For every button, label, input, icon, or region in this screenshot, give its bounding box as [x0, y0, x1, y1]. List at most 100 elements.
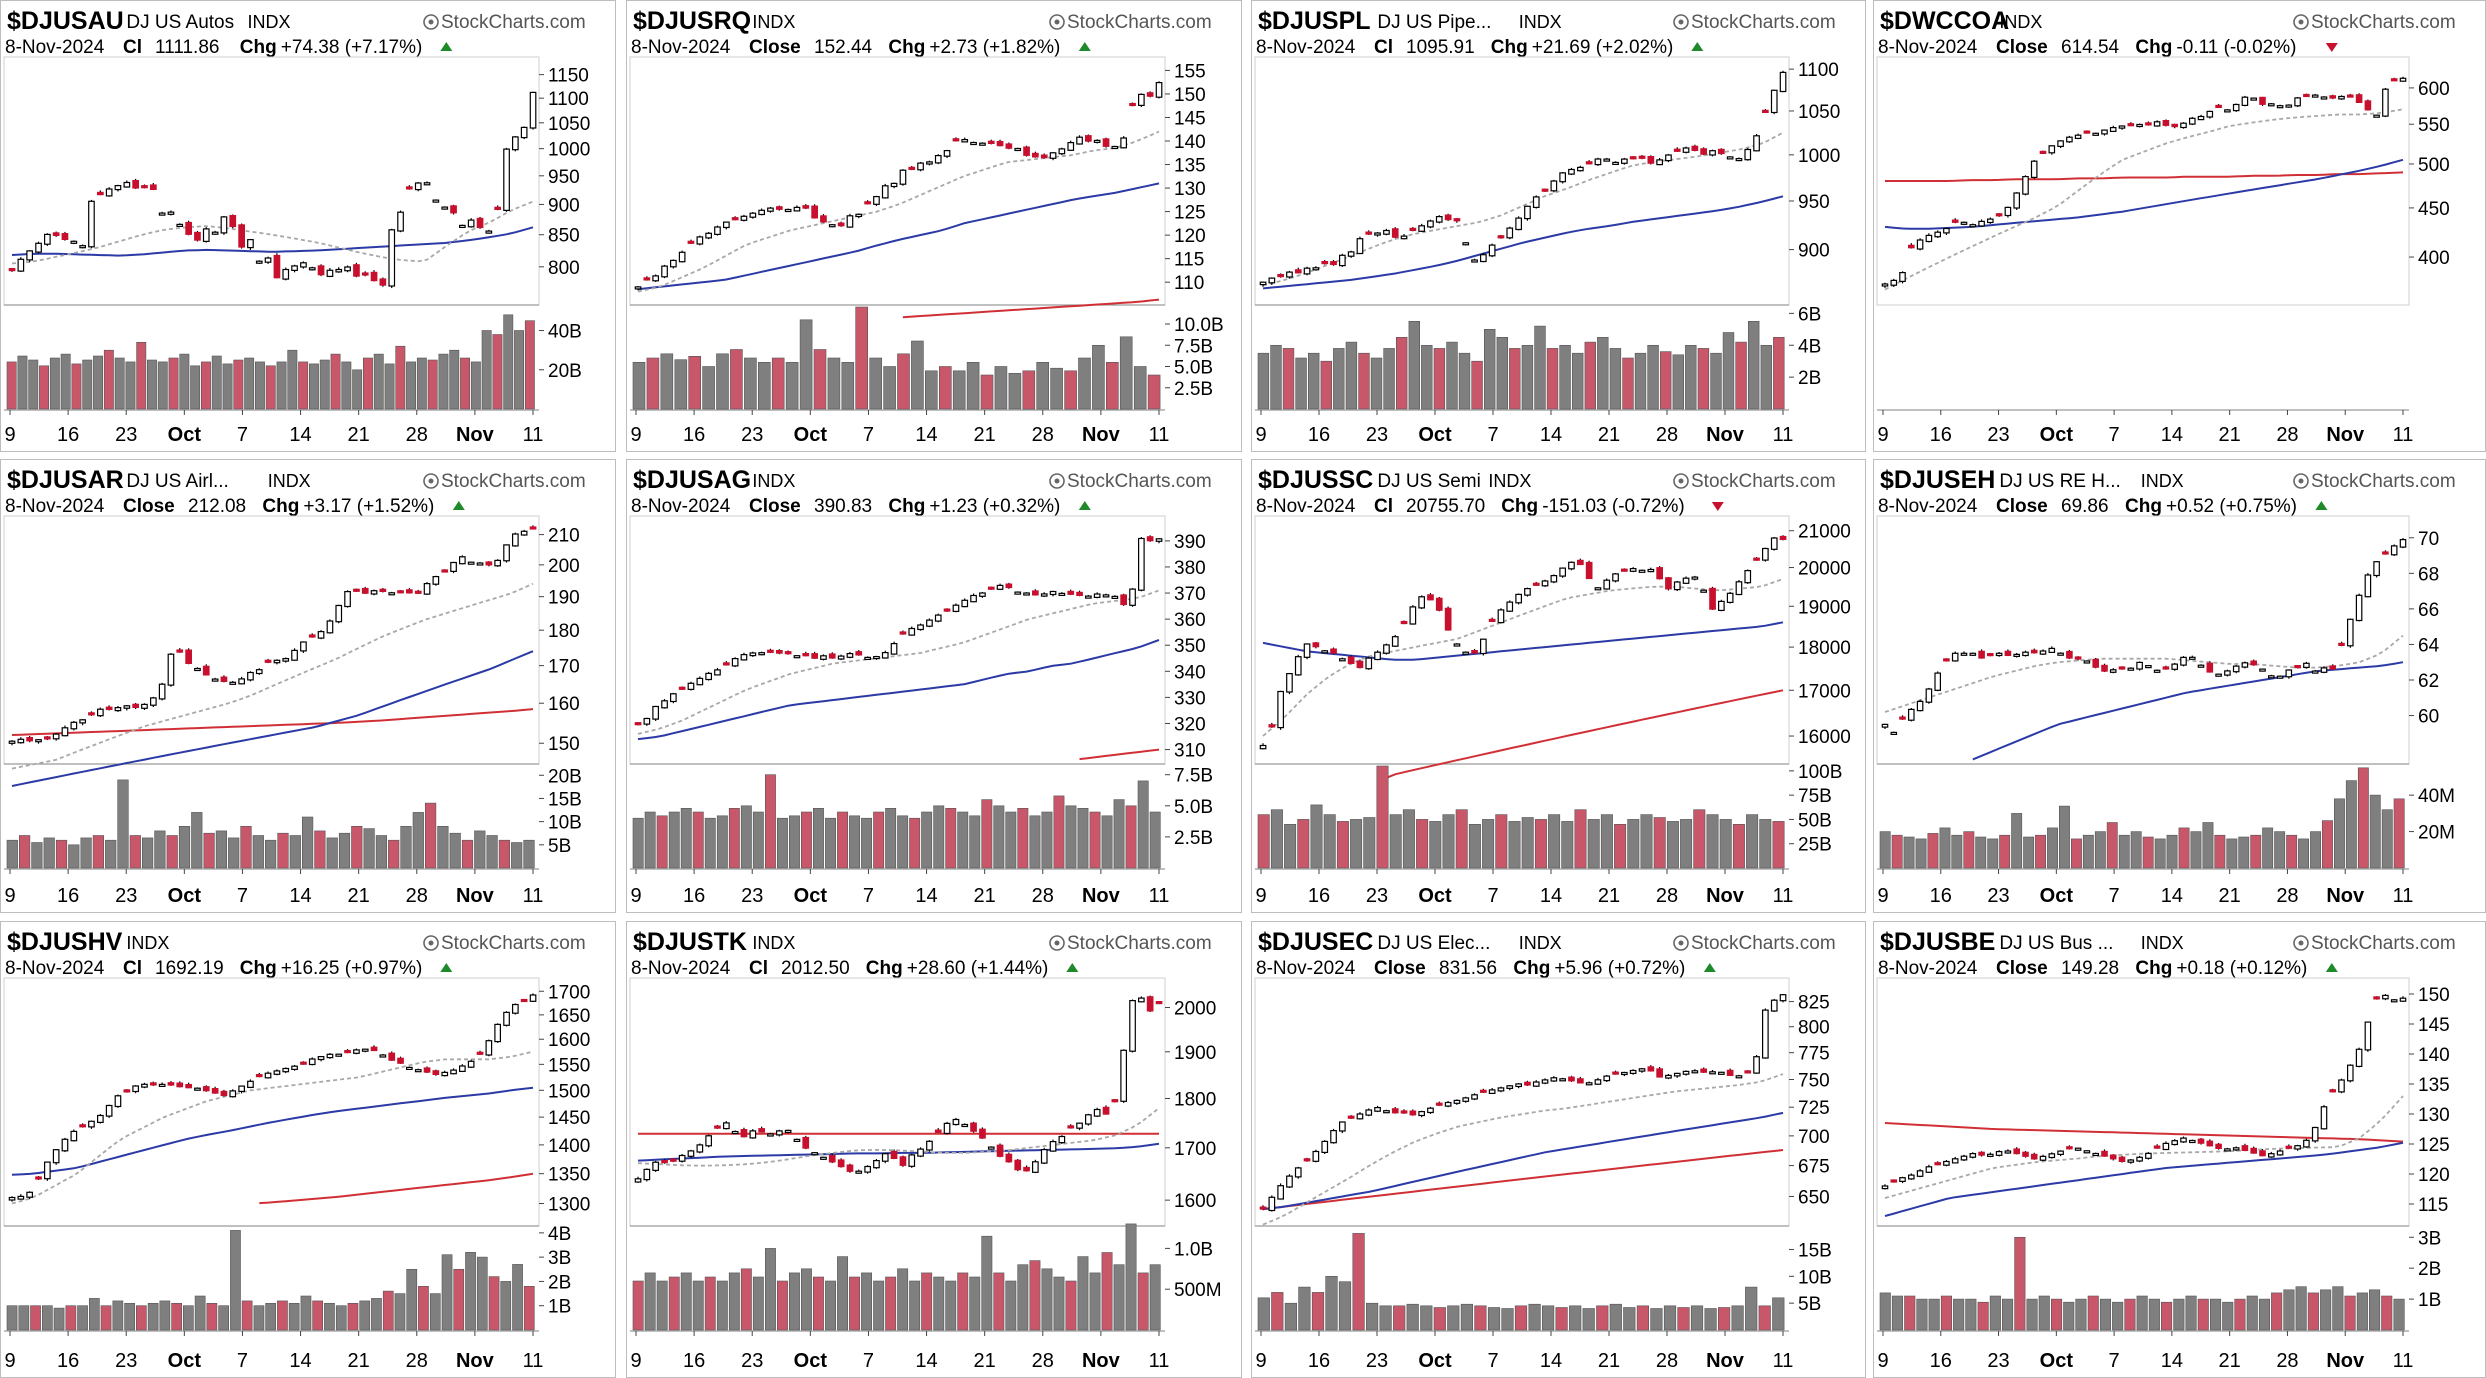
y-tick-label: 130	[1174, 179, 1206, 200]
candle	[61, 231, 69, 241]
candle	[1462, 651, 1470, 655]
candle	[669, 1158, 677, 1163]
x-tick-label: Oct	[794, 885, 828, 907]
y-tick-label: 64	[2418, 635, 2440, 656]
candle	[1409, 1109, 1417, 1116]
candle	[2162, 1141, 2170, 1151]
volume-bar	[68, 844, 80, 869]
candle	[70, 1129, 78, 1142]
y-tick-label: 320	[1174, 714, 1206, 735]
y-tick-label: 950	[1798, 192, 1830, 213]
close-value: 614.54	[2061, 37, 2120, 58]
candle	[2320, 1105, 2328, 1130]
candle	[2355, 593, 2363, 622]
candle	[432, 1069, 440, 1076]
volume-tick-label: 40M	[2418, 786, 2455, 807]
candle	[158, 1082, 166, 1087]
volume-bar	[1471, 360, 1483, 410]
y-tick-label: 750	[1798, 1070, 1830, 1091]
candle	[661, 699, 668, 709]
symbol-label: $DJUSPL	[1258, 7, 1371, 35]
y-tick-label: 190	[548, 588, 580, 609]
volume-bar	[1879, 1292, 1891, 1331]
candle	[1374, 650, 1381, 661]
volume-tick-label: 40B	[548, 322, 582, 343]
y-tick-label: 125	[1174, 203, 1206, 224]
volume-bar	[1446, 341, 1458, 410]
candle	[1568, 167, 1575, 176]
candle	[1155, 81, 1163, 99]
candle	[264, 1071, 272, 1079]
y-tick-label: 1100	[548, 89, 589, 110]
source-credit: StockCharts.com	[1049, 471, 1212, 492]
source-label: StockCharts.com	[2311, 12, 2456, 33]
candle	[2004, 649, 2012, 657]
candle	[1506, 600, 1514, 612]
volume-bar	[688, 355, 702, 410]
candles	[8, 525, 537, 746]
candle	[70, 240, 78, 245]
stockcharts-logo-icon	[1049, 14, 1065, 30]
volume-bar	[465, 1251, 476, 1331]
candle	[2285, 669, 2293, 679]
volume-bar	[1257, 1297, 1270, 1331]
x-tick-label: 21	[2219, 1350, 2241, 1372]
volume-bar	[1050, 367, 1063, 410]
candle	[776, 649, 783, 655]
volume-bar	[837, 811, 848, 869]
volume-bar	[1078, 357, 1091, 410]
volume-bar	[1623, 1307, 1636, 1331]
volume-bar	[1149, 811, 1161, 869]
candle	[2268, 674, 2275, 679]
volume-bar	[644, 1272, 656, 1331]
volume-bar	[147, 1302, 159, 1331]
volume-tick-label: 50B	[1798, 810, 1832, 831]
index-name: DJ US Semi	[1377, 471, 1480, 492]
candle	[1312, 1149, 1320, 1163]
volume-bar	[981, 1235, 993, 1331]
stockcharts-logo-dot	[1054, 478, 1060, 484]
chart-svg: $DJUSBE DJ US Bus ... INDX StockCharts.com8…	[1876, 928, 2456, 1372]
date-label: 8-Nov-2024	[5, 958, 105, 979]
change-label: Chg	[2135, 958, 2172, 979]
index-type-label: INDX	[752, 933, 795, 953]
candle	[300, 1061, 307, 1065]
volume-bar	[1600, 814, 1613, 869]
x-tick-label: 7	[237, 1350, 248, 1372]
volume-bar	[1133, 366, 1147, 410]
volume-bar	[2160, 1301, 2173, 1331]
candle	[2232, 103, 2240, 112]
candle	[450, 561, 457, 574]
volume-tick-label: 20M	[2418, 823, 2455, 844]
candle	[353, 1048, 360, 1055]
candle	[2145, 664, 2152, 669]
symbol-label: $DJUSAR	[7, 466, 124, 494]
candle	[2311, 1126, 2319, 1143]
volume-bar	[1636, 1305, 1650, 1331]
candle	[1621, 157, 1628, 165]
volume-bar	[1663, 1305, 1677, 1331]
candle	[114, 184, 122, 192]
volume-bar	[2154, 838, 2166, 869]
volume-bar	[2344, 1295, 2356, 1331]
y-tick-label: 115	[1174, 250, 1204, 271]
candle	[1691, 1069, 1699, 1074]
volume-bar	[1379, 1305, 1392, 1331]
volume-bar	[136, 341, 147, 410]
candle	[864, 200, 871, 205]
x-tick-label: Nov	[1082, 1350, 1121, 1372]
volume-bar	[849, 1276, 860, 1331]
date-label: 8-Nov-2024	[1878, 958, 1978, 979]
candle	[291, 264, 298, 273]
candle	[952, 603, 960, 613]
candle	[776, 205, 783, 211]
candle	[1585, 160, 1593, 165]
candle	[837, 221, 845, 227]
x-tick-label: 9	[630, 1350, 641, 1372]
candle	[1770, 998, 1778, 1013]
source-credit: StockCharts.com	[2293, 12, 2456, 33]
candle	[1294, 267, 1302, 274]
volume-bar	[1295, 357, 1307, 410]
